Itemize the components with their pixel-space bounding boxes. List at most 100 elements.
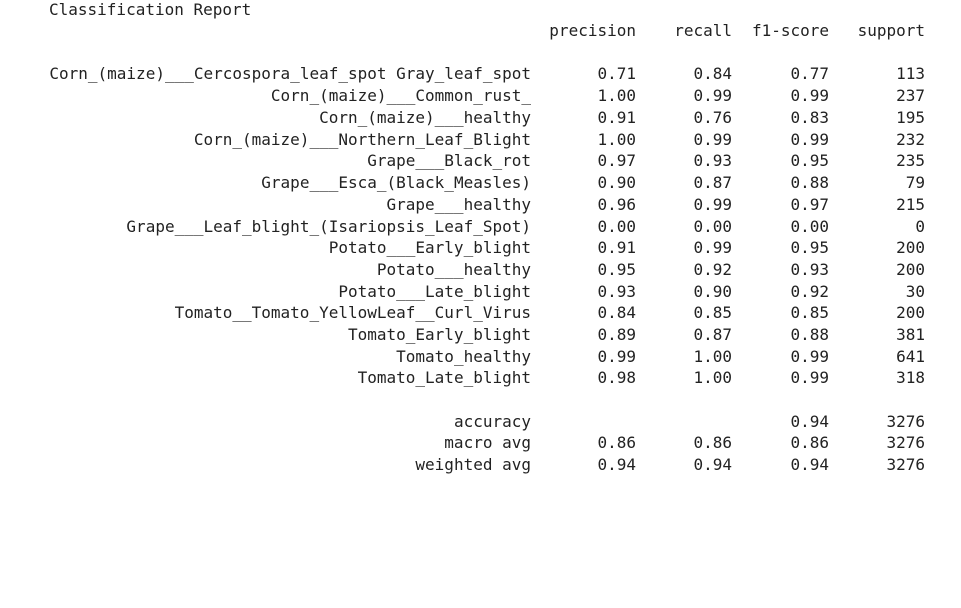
row-precision: 0.97 (597, 151, 636, 170)
row-f1-score: 0.99 (790, 130, 829, 149)
row-precision: 1.00 (597, 130, 636, 149)
table-row: Corn_(maize)___healthy 0.91 0.76 0.83 19… (0, 107, 961, 129)
row-recall: 1.00 (693, 368, 732, 387)
row-recall: 0.76 (693, 108, 732, 127)
row-recall: 0.99 (693, 195, 732, 214)
row-recall: 1.00 (693, 347, 732, 366)
accuracy-f1-score: 0.94 (790, 412, 829, 431)
row-f1-score: 0.00 (790, 217, 829, 236)
row-support: 200 (896, 303, 925, 322)
table-row: Tomato__Tomato_YellowLeaf__Curl_Virus 0.… (0, 302, 961, 324)
row-label: Corn_(maize)___healthy (319, 108, 531, 127)
row-precision: 0.89 (597, 325, 636, 344)
row-label: Potato___healthy (376, 260, 531, 279)
weighted-avg-f1-score: 0.94 (790, 455, 829, 474)
table-row: Potato___healthy 0.95 0.92 0.93 200 (0, 259, 961, 281)
row-f1-score: 0.95 (790, 238, 829, 257)
row-label: Grape___Esca_(Black_Measles) (261, 173, 531, 192)
table-row: Corn_(maize)___Common_rust_ 1.00 0.99 0.… (0, 85, 961, 107)
macro-avg-recall: 0.86 (693, 433, 732, 452)
row-support: 232 (896, 130, 925, 149)
row-precision: 0.91 (597, 238, 636, 257)
row-label: Grape___Black_rot (367, 151, 531, 170)
table-row: Grape___Esca_(Black_Measles) 0.90 0.87 0… (0, 172, 961, 194)
row-recall: 0.99 (693, 86, 732, 105)
row-label: Tomato__Tomato_YellowLeaf__Curl_Virus (174, 303, 531, 322)
row-recall: 0.84 (693, 64, 732, 83)
row-precision: 0.91 (597, 108, 636, 127)
macro-avg-row: macro avg 0.86 0.86 0.86 3276 (0, 432, 961, 454)
row-recall: 0.87 (693, 173, 732, 192)
row-label: Corn_(maize)___Common_rust_ (270, 86, 531, 105)
weighted-avg-precision: 0.94 (597, 455, 636, 474)
row-f1-score: 0.88 (790, 173, 829, 192)
weighted-avg-row: weighted avg 0.94 0.94 0.94 3276 (0, 454, 961, 476)
row-label: Potato___Late_blight (338, 282, 531, 301)
row-f1-score: 0.99 (790, 347, 829, 366)
row-recall: 0.99 (693, 238, 732, 257)
row-recall: 0.90 (693, 282, 732, 301)
row-precision: 0.95 (597, 260, 636, 279)
header-row: precision recall f1-score support (0, 20, 961, 42)
row-support: 195 (896, 108, 925, 127)
row-precision: 0.00 (597, 217, 636, 236)
row-support: 237 (896, 86, 925, 105)
table-row: Potato___Early_blight 0.91 0.99 0.95 200 (0, 237, 961, 259)
row-label: Tomato_Late_blight (357, 368, 531, 387)
row-label: Grape___healthy (386, 195, 532, 214)
row-precision: 0.84 (597, 303, 636, 322)
row-label: Tomato_healthy (396, 347, 531, 366)
row-f1-score: 0.95 (790, 151, 829, 170)
table-row: Tomato_healthy 0.99 1.00 0.99 641 (0, 346, 961, 368)
row-recall: 0.00 (693, 217, 732, 236)
table-row: Corn_(maize)___Cercospora_leaf_spot Gray… (0, 63, 961, 85)
table-row: Tomato_Late_blight 0.98 1.00 0.99 318 (0, 367, 961, 389)
row-support: 113 (896, 64, 925, 83)
row-recall: 0.85 (693, 303, 732, 322)
row-support: 641 (896, 347, 925, 366)
table-row: Tomato_Early_blight 0.89 0.87 0.88 381 (0, 324, 961, 346)
row-f1-score: 0.97 (790, 195, 829, 214)
row-precision: 0.93 (597, 282, 636, 301)
header-support: support (857, 21, 925, 40)
row-support: 318 (896, 368, 925, 387)
accuracy-support: 3276 (886, 412, 925, 431)
row-precision: 1.00 (597, 86, 636, 105)
macro-avg-label: macro avg (444, 433, 531, 452)
row-support: 200 (896, 260, 925, 279)
row-f1-score: 0.93 (790, 260, 829, 279)
row-label: Potato___Early_blight (328, 238, 531, 257)
row-label: Tomato_Early_blight (347, 325, 531, 344)
row-recall: 0.93 (693, 151, 732, 170)
table-row: Grape___Leaf_blight_(Isariopsis_Leaf_Spo… (0, 216, 961, 238)
row-f1-score: 0.85 (790, 303, 829, 322)
accuracy-label: accuracy (453, 412, 531, 431)
row-support: 0 (915, 217, 925, 236)
row-support: 381 (896, 325, 925, 344)
weighted-avg-label: weighted avg (415, 455, 531, 474)
row-recall: 0.92 (693, 260, 732, 279)
row-label: Grape___Leaf_blight_(Isariopsis_Leaf_Spo… (126, 217, 531, 236)
row-precision: 0.99 (597, 347, 636, 366)
row-support: 79 (905, 173, 925, 192)
header-precision: precision (549, 21, 636, 40)
weighted-avg-support: 3276 (886, 455, 925, 474)
row-f1-score: 0.88 (790, 325, 829, 344)
classification-report-table: precision recall f1-score support Corn_(… (0, 20, 961, 476)
macro-avg-f1-score: 0.86 (790, 433, 829, 452)
row-support: 30 (905, 282, 925, 301)
row-precision: 0.96 (597, 195, 636, 214)
row-support: 235 (896, 151, 925, 170)
table-row: Potato___Late_blight 0.93 0.90 0.92 30 (0, 281, 961, 303)
row-support: 200 (896, 238, 925, 257)
row-precision: 0.71 (597, 64, 636, 83)
row-label: Corn_(maize)___Northern_Leaf_Blight (193, 130, 531, 149)
table-row: Grape___healthy 0.96 0.99 0.97 215 (0, 194, 961, 216)
row-precision: 0.98 (597, 368, 636, 387)
row-f1-score: 0.92 (790, 282, 829, 301)
header-f1-score: f1-score (751, 21, 829, 40)
row-precision: 0.90 (597, 173, 636, 192)
table-row: Corn_(maize)___Northern_Leaf_Blight 1.00… (0, 129, 961, 151)
row-recall: 0.99 (693, 130, 732, 149)
row-recall: 0.87 (693, 325, 732, 344)
